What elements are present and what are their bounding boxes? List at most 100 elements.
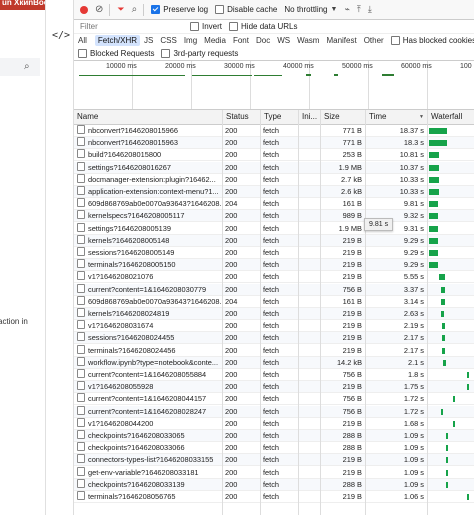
request-initiator[interactable]	[298, 186, 320, 198]
type-filter-fetch-xhr[interactable]: Fetch/XHR	[94, 35, 141, 46]
request-name-cell[interactable]: current?content=1&1646208028247	[74, 405, 222, 418]
table-row[interactable]: current?content=1&1646208028247 200 fetch 7…	[74, 405, 474, 418]
request-initiator[interactable]	[298, 125, 320, 137]
request-name-cell[interactable]: build?1646208015800	[74, 149, 222, 161]
table-row[interactable]: get-env-variable?1646208033181 200 fetch 21…	[74, 466, 474, 479]
request-name-cell[interactable]: current?content=1&1646208030779	[74, 283, 222, 296]
throttling-select[interactable]: No throttling ▼	[284, 5, 337, 14]
request-initiator[interactable]	[298, 418, 320, 430]
table-row[interactable]: nbconvert?1646208015963 200 fetch 771 B 18.3…	[74, 137, 474, 150]
request-initiator[interactable]	[298, 210, 320, 222]
request-name-cell[interactable]: v1?1646208031674	[74, 320, 222, 332]
table-row[interactable]: docmanager-extension:plugin?16462... 200 f…	[74, 173, 474, 186]
table-row[interactable]: build?1646208015800 200 fetch 253 B 10.81 s	[74, 149, 474, 162]
request-name-cell[interactable]: current?content=1&1646208044157	[74, 393, 222, 405]
request-name-cell[interactable]: settings?1646208016267	[74, 161, 222, 174]
request-initiator[interactable]	[298, 296, 320, 308]
table-row[interactable]: application-extension:context-menu?1... 2…	[74, 186, 474, 198]
request-name-cell[interactable]: 609d868769ab0e0070a93643?1646208...	[74, 295, 222, 308]
request-name-cell[interactable]: kernels?1646208005148	[74, 234, 222, 247]
type-filter-all[interactable]: All	[78, 36, 87, 45]
request-name-cell[interactable]: nbconvert?1646208015963	[74, 137, 222, 149]
table-row[interactable]: terminals?1646208005150 200 fetch 219 B 9.29…	[74, 259, 474, 272]
request-name-cell[interactable]: connectors-types-list?1646208033155	[74, 454, 222, 466]
table-row[interactable]: settings?1646208016267 200 fetch 1.9 MB 10.3…	[74, 161, 474, 174]
request-initiator[interactable]	[298, 467, 320, 479]
checkbox-checked-icon[interactable]	[151, 5, 161, 14]
request-initiator[interactable]	[298, 369, 320, 381]
request-initiator[interactable]	[298, 332, 320, 344]
request-initiator[interactable]	[298, 320, 320, 332]
table-row[interactable]: sessions?1646208005149 200 fetch 219 B 9.29 …	[74, 247, 474, 259]
column-header-name[interactable]: Name	[77, 112, 99, 121]
table-row[interactable]: terminals?1646208056765 200 fetch 219 B 1.06…	[74, 491, 474, 503]
request-initiator[interactable]	[298, 345, 320, 357]
request-initiator[interactable]	[298, 149, 320, 161]
request-initiator[interactable]	[298, 442, 320, 454]
request-name-cell[interactable]: sessions?1646208024455	[74, 332, 222, 344]
request-name-cell[interactable]: kernelspecs?1646208005117	[74, 210, 222, 222]
network-overview-timeline[interactable]: 10000 ms 20000 ms 30000 ms 40000 ms 5000…	[74, 61, 474, 110]
table-row[interactable]: checkpoints?1646208033066 200 fetch 288 B 1.…	[74, 442, 474, 455]
type-filter-media[interactable]: Media	[204, 36, 226, 45]
table-row[interactable]: v1?1646208055928 200 fetch 219 B 1.75 s	[74, 381, 474, 394]
request-name-cell[interactable]: kernels?1646208024819	[74, 308, 222, 320]
table-row[interactable]: terminals?1646208024456 200 fetch 219 B 2.17…	[74, 344, 474, 357]
table-row[interactable]: sessions?1646208024455 200 fetch 219 B 2.17 …	[74, 332, 474, 345]
request-initiator[interactable]	[298, 393, 320, 405]
request-name-cell[interactable]: workflow.ipynb?type=notebook&conte...	[74, 356, 222, 369]
request-name-cell[interactable]: 609d868769ab0e0070a93643?1646208...	[74, 198, 222, 210]
app-search-box[interactable]: ⌕	[0, 58, 40, 76]
table-row[interactable]: v1?1646208021076 200 fetch 219 B 5.55 s	[74, 271, 474, 284]
blocked-requests-toggle[interactable]: Blocked Requests	[78, 49, 154, 58]
request-name-cell[interactable]: docmanager-extension:plugin?16462...	[74, 173, 222, 186]
request-name-cell[interactable]: get-env-variable?1646208033181	[74, 466, 222, 479]
type-filter-font[interactable]: Font	[232, 36, 249, 45]
request-initiator[interactable]	[298, 198, 320, 210]
column-header-type[interactable]: Type	[260, 110, 298, 124]
download-icon[interactable]: ⤓	[367, 4, 372, 14]
filter-input[interactable]	[78, 20, 182, 33]
type-filter-other[interactable]: Other	[363, 36, 384, 45]
checkbox-icon[interactable]	[390, 36, 400, 45]
request-initiator[interactable]	[298, 223, 320, 235]
search-icon[interactable]: ⌕	[24, 61, 30, 72]
table-row[interactable]: 609d868769ab0e0070a93643?1646208... 204 fe…	[74, 198, 474, 211]
request-initiator[interactable]	[298, 479, 320, 491]
request-initiator[interactable]	[298, 174, 320, 186]
table-row[interactable]: current?content=1&1646208030779 200 fetch 7…	[74, 283, 474, 296]
table-row[interactable]: nbconvert?1646208015966 200 fetch 771 B 18.3…	[74, 125, 474, 137]
request-initiator[interactable]	[298, 162, 320, 174]
request-initiator[interactable]	[298, 137, 320, 149]
type-filter-js[interactable]: JS	[144, 36, 154, 45]
request-initiator[interactable]	[298, 259, 320, 271]
checkbox-icon[interactable]	[190, 22, 199, 31]
checkbox-icon[interactable]	[229, 22, 239, 31]
upload-icon[interactable]: ⤒	[356, 4, 361, 14]
search-icon[interactable]: ⌕	[131, 4, 138, 15]
column-header-time[interactable]: Time	[365, 110, 427, 124]
third-party-toggle[interactable]: 3rd-party requests	[161, 49, 238, 58]
type-filter-doc[interactable]: Doc	[255, 36, 271, 45]
request-name-cell[interactable]: settings?1646208005139	[74, 222, 222, 235]
request-name-cell[interactable]: v1?1646208055928	[74, 381, 222, 393]
type-filter-css[interactable]: CSS	[160, 36, 177, 45]
request-name-cell[interactable]: sessions?1646208005149	[74, 247, 222, 259]
invert-toggle[interactable]: Invert	[190, 22, 222, 31]
table-row[interactable]: kernelspecs?1646208005117 200 fetch 989 B 9.…	[74, 210, 474, 223]
table-row[interactable]: workflow.ipynb?type=notebook&conte... 200…	[74, 356, 474, 369]
type-filter-manifest[interactable]: Manifest	[326, 36, 357, 45]
disable-cache-toggle[interactable]: Disable cache	[215, 5, 277, 14]
record-icon[interactable]	[80, 5, 88, 14]
request-name-cell[interactable]: terminals?1646208024456	[74, 344, 222, 357]
request-name-cell[interactable]: nbconvert?1646208015966	[74, 125, 222, 137]
table-row[interactable]: v1?1646208044200 200 fetch 219 B 1.68 s	[74, 417, 474, 430]
request-initiator[interactable]	[298, 491, 320, 503]
request-name-cell[interactable]: current?content=1&1646208055884	[74, 369, 222, 381]
checkbox-icon[interactable]	[215, 5, 225, 14]
type-filter-ws[interactable]: WS	[277, 36, 291, 45]
table-row[interactable]: connectors-types-list?1646208033155 200 fe…	[74, 454, 474, 467]
hide-data-urls-toggle[interactable]: Hide data URLs	[229, 22, 298, 31]
request-initiator[interactable]	[298, 284, 320, 296]
clear-icon[interactable]: ⊘	[95, 4, 104, 15]
